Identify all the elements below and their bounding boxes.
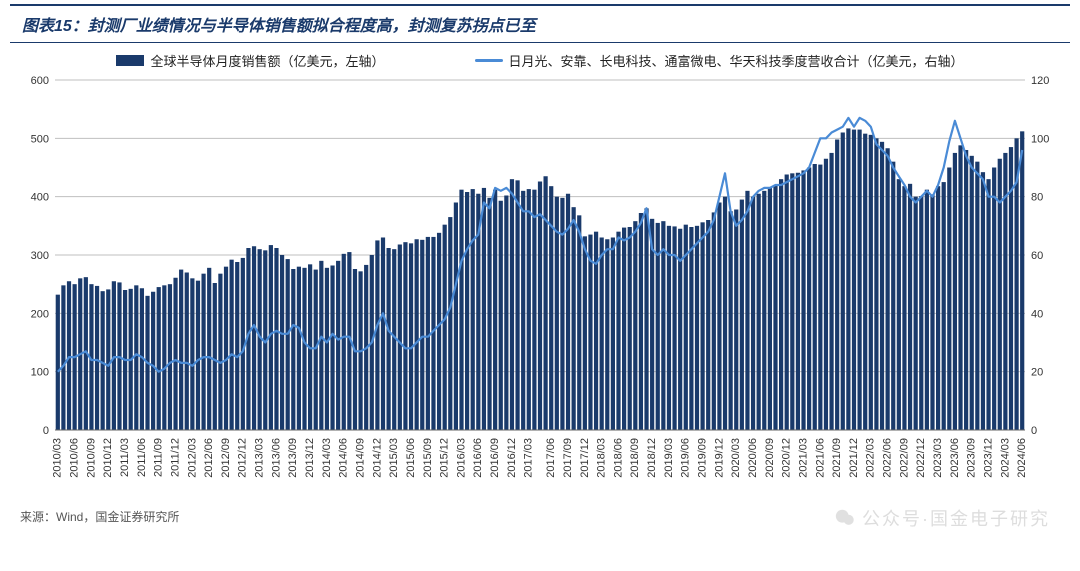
legend-item-line: 日月光、安靠、长电科技、通富微电、华天科技季度营收合计（亿美元，右轴） bbox=[475, 51, 964, 70]
svg-text:2020/12: 2020/12 bbox=[781, 438, 793, 478]
svg-text:2019/03: 2019/03 bbox=[663, 438, 675, 478]
svg-text:600: 600 bbox=[31, 75, 49, 87]
svg-text:2017/12: 2017/12 bbox=[579, 438, 591, 478]
svg-text:2011/06: 2011/06 bbox=[136, 438, 148, 477]
svg-text:2013/09: 2013/09 bbox=[287, 438, 299, 478]
chart-area: 0 100 200 300 400 500 600 0 20 40 60 80 100 120 2010/0… bbox=[10, 72, 1070, 502]
svg-text:2021/03: 2021/03 bbox=[797, 438, 809, 478]
svg-text:2016/06: 2016/06 bbox=[472, 438, 484, 478]
svg-text:2012/09: 2012/09 bbox=[220, 438, 232, 478]
svg-text:400: 400 bbox=[31, 192, 49, 204]
svg-text:2016/03: 2016/03 bbox=[455, 438, 467, 478]
svg-text:2019/09: 2019/09 bbox=[697, 438, 709, 478]
svg-text:100: 100 bbox=[1031, 133, 1049, 145]
svg-text:2015/12: 2015/12 bbox=[439, 438, 451, 478]
legend-item-bar: 全球半导体月度销售额（亿美元，左轴） bbox=[116, 51, 384, 70]
svg-text:2020/06: 2020/06 bbox=[747, 438, 759, 478]
svg-text:2023/06: 2023/06 bbox=[949, 438, 961, 478]
svg-text:120: 120 bbox=[1031, 75, 1049, 87]
svg-text:80: 80 bbox=[1031, 192, 1043, 204]
chart-svg: 0 100 200 300 400 500 600 0 20 40 60 80 100 120 2010/0… bbox=[10, 72, 1070, 502]
svg-text:2020/09: 2020/09 bbox=[764, 438, 776, 478]
svg-text:500: 500 bbox=[31, 133, 49, 145]
svg-text:2022/09: 2022/09 bbox=[898, 438, 910, 478]
svg-text:2014/09: 2014/09 bbox=[354, 438, 366, 478]
source-footer: 来源：Wind，国金证券研究所 bbox=[0, 502, 1080, 525]
svg-text:2010/09: 2010/09 bbox=[85, 438, 97, 478]
svg-text:2017/09: 2017/09 bbox=[562, 438, 574, 478]
legend-label-line: 日月光、安靠、长电科技、通富微电、华天科技季度营收合计（亿美元，右轴） bbox=[509, 51, 964, 70]
svg-text:2023/03: 2023/03 bbox=[932, 438, 944, 478]
svg-text:2020/03: 2020/03 bbox=[730, 438, 742, 478]
svg-text:0: 0 bbox=[43, 425, 49, 437]
svg-text:2019/12: 2019/12 bbox=[713, 438, 725, 478]
svg-text:2012/12: 2012/12 bbox=[237, 438, 249, 478]
svg-text:2013/03: 2013/03 bbox=[254, 438, 266, 478]
svg-text:2022/12: 2022/12 bbox=[915, 438, 927, 478]
chart-title-bar: 图表15：封测厂业绩情况与半导体销售额拟合程度高，封测复苏拐点已至 bbox=[10, 4, 1070, 43]
svg-text:2011/03: 2011/03 bbox=[119, 438, 131, 477]
svg-text:2015/03: 2015/03 bbox=[388, 438, 400, 478]
svg-text:2014/03: 2014/03 bbox=[321, 438, 333, 478]
svg-text:2014/06: 2014/06 bbox=[338, 438, 350, 478]
svg-text:2021/06: 2021/06 bbox=[814, 438, 826, 478]
svg-text:2018/03: 2018/03 bbox=[596, 438, 608, 478]
svg-text:2023/09: 2023/09 bbox=[966, 438, 978, 478]
svg-text:2013/06: 2013/06 bbox=[270, 438, 282, 478]
svg-text:2010/03: 2010/03 bbox=[52, 438, 64, 478]
svg-text:2010/12: 2010/12 bbox=[102, 438, 114, 478]
svg-text:2022/03: 2022/03 bbox=[865, 438, 877, 478]
svg-text:2017/06: 2017/06 bbox=[545, 438, 557, 478]
svg-text:2011/12: 2011/12 bbox=[169, 438, 181, 477]
svg-text:2024/03: 2024/03 bbox=[999, 438, 1011, 478]
svg-text:2022/06: 2022/06 bbox=[882, 438, 894, 478]
source-text: 来源：Wind，国金证券研究所 bbox=[20, 510, 179, 524]
chart-title: 图表15：封测厂业绩情况与半导体销售额拟合程度高，封测复苏拐点已至 bbox=[22, 18, 536, 35]
svg-text:2014/12: 2014/12 bbox=[371, 438, 383, 478]
svg-text:40: 40 bbox=[1031, 308, 1043, 320]
svg-text:2021/12: 2021/12 bbox=[848, 438, 860, 478]
svg-text:2011/09: 2011/09 bbox=[153, 438, 165, 477]
svg-text:2016/09: 2016/09 bbox=[489, 438, 501, 478]
svg-text:2015/09: 2015/09 bbox=[422, 438, 434, 478]
svg-text:300: 300 bbox=[31, 250, 49, 262]
svg-text:2012/06: 2012/06 bbox=[203, 438, 215, 478]
svg-text:2023/12: 2023/12 bbox=[982, 438, 994, 478]
svg-text:20: 20 bbox=[1031, 367, 1043, 379]
legend: 全球半导体月度销售额（亿美元，左轴） 日月光、安靠、长电科技、通富微电、华天科技… bbox=[0, 43, 1080, 72]
legend-swatch-line bbox=[475, 59, 503, 62]
svg-text:60: 60 bbox=[1031, 250, 1043, 262]
svg-text:2024/06: 2024/06 bbox=[1016, 438, 1028, 478]
svg-text:2013/12: 2013/12 bbox=[304, 438, 316, 478]
svg-text:2021/09: 2021/09 bbox=[831, 438, 843, 478]
svg-text:2012/03: 2012/03 bbox=[186, 438, 198, 478]
svg-text:2017/03: 2017/03 bbox=[523, 438, 535, 478]
svg-text:2016/12: 2016/12 bbox=[506, 438, 518, 478]
svg-text:2018/12: 2018/12 bbox=[646, 438, 658, 478]
svg-text:2010/06: 2010/06 bbox=[69, 438, 81, 478]
svg-text:2019/06: 2019/06 bbox=[680, 438, 692, 478]
svg-text:200: 200 bbox=[31, 308, 49, 320]
svg-text:100: 100 bbox=[31, 367, 49, 379]
svg-text:2018/09: 2018/09 bbox=[629, 438, 641, 478]
legend-label-bar: 全球半导体月度销售额（亿美元，左轴） bbox=[150, 51, 384, 70]
svg-text:2018/06: 2018/06 bbox=[612, 438, 624, 478]
svg-text:0: 0 bbox=[1031, 425, 1037, 437]
svg-text:2015/06: 2015/06 bbox=[405, 438, 417, 478]
legend-swatch-bar bbox=[116, 55, 144, 66]
